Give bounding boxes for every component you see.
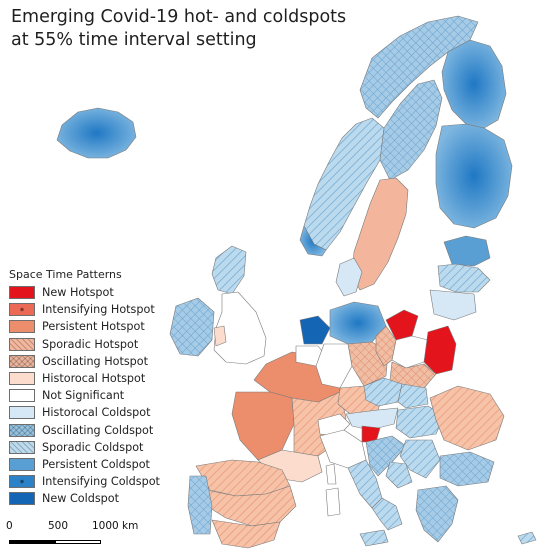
region-italy-north — [319, 429, 367, 469]
region-estonia — [443, 235, 491, 267]
legend-label: Oscillating Hotspot — [42, 354, 149, 368]
region-poland-north — [385, 309, 419, 341]
legend-swatch — [9, 389, 35, 403]
region-germany-west — [315, 343, 353, 389]
legend-item: Oscillating Coldspot — [7, 422, 157, 439]
map-title-line1: Emerging Covid-19 hot- and coldspots — [11, 7, 347, 27]
legend-label: Historocal Hotspot — [42, 372, 146, 386]
legend-swatch — [9, 286, 35, 300]
legend-swatch — [9, 372, 35, 386]
legend-label: Oscillating Coldspot — [42, 423, 154, 437]
legend-label: Persistent Coldspot — [42, 457, 150, 471]
region-italy-south — [371, 497, 403, 531]
scale-label-0: 0 — [6, 520, 13, 532]
legend-swatch — [9, 303, 35, 317]
region-england — [213, 291, 267, 365]
legend-swatch — [9, 457, 35, 471]
region-romania — [429, 385, 505, 451]
legend-swatch — [9, 492, 35, 506]
legend-label: Not Significant — [42, 389, 125, 403]
region-norway-north — [359, 15, 479, 119]
legend-item: Historocal Hotspot — [7, 370, 157, 387]
scale-segment-2 — [55, 540, 101, 544]
legend-swatch — [9, 354, 35, 368]
legend-item: Persistent Coldspot — [7, 456, 157, 473]
region-finland-north — [441, 39, 507, 129]
legend-swatch — [9, 320, 35, 334]
region-scotland — [211, 245, 247, 295]
region-sweden-north — [379, 79, 443, 181]
legend-item: New Coldspot — [7, 490, 157, 507]
region-sweden-south — [351, 177, 409, 291]
legend-label: Persistent Hotspot — [42, 320, 145, 334]
legend-label: Sporadic Hotspot — [42, 337, 139, 351]
region-spain-center — [205, 485, 297, 527]
region-bulgaria — [439, 451, 495, 487]
region-wales — [213, 325, 227, 347]
region-portugal — [187, 475, 213, 535]
legend-items: New Hotspot Intensifying Hotspot Persisten… — [7, 284, 160, 507]
region-greece — [415, 485, 459, 543]
legend-item: Not Significant — [7, 387, 157, 404]
scale-label-1000: 1000 km — [92, 520, 139, 532]
region-hungary — [395, 405, 445, 439]
legend-item: Intensifying Hotspot — [7, 301, 157, 318]
legend-swatch — [9, 423, 35, 437]
region-poland-center — [391, 335, 429, 369]
legend-swatch — [9, 475, 35, 489]
region-latvia — [437, 263, 491, 293]
region-sicily — [359, 529, 389, 547]
region-netherlands — [299, 315, 331, 345]
region-lithuania — [429, 289, 477, 321]
region-cyprus — [517, 531, 537, 545]
map-title: Emerging Covid-19 hot- and coldspots at … — [8, 6, 350, 52]
legend-label: New Hotspot — [42, 286, 114, 300]
region-sardinia — [325, 487, 341, 517]
region-bosnia — [385, 461, 413, 489]
legend-label: Sporadic Coldspot — [42, 440, 144, 454]
region-serbia — [399, 439, 441, 479]
legend-label: Intensifying Hotspot — [42, 303, 155, 317]
region-slovakia — [397, 383, 429, 409]
region-norway-west — [299, 225, 327, 257]
legend-swatch — [9, 337, 35, 351]
legend-item: Persistent Hotspot — [7, 318, 157, 335]
scale-bar: 0 500 1000 km — [6, 520, 146, 546]
legend-swatch — [9, 406, 35, 420]
map-title-line2: at 55% time interval setting — [11, 30, 257, 50]
region-finland-south — [435, 123, 513, 229]
legend-item: Sporadic Hotspot — [7, 336, 157, 353]
legend-label: Intensifying Coldspot — [42, 475, 160, 489]
region-norway-south — [303, 117, 385, 251]
scale-segment-1 — [9, 540, 55, 544]
scale-label-500: 500 — [48, 520, 69, 532]
legend-item: Historocal Coldspot — [7, 404, 157, 421]
legend-item: Intensifying Coldspot — [7, 473, 160, 490]
legend-item: Oscillating Hotspot — [7, 353, 157, 370]
region-iceland — [56, 107, 137, 159]
region-spain-south — [211, 519, 281, 549]
legend-item: New Hotspot — [7, 284, 157, 301]
region-denmark — [335, 257, 363, 297]
region-austria — [345, 407, 399, 431]
region-corsica — [325, 463, 337, 485]
legend: Space Time Patterns New Hotspot Intensify… — [4, 266, 160, 511]
legend-swatch — [9, 440, 35, 454]
region-ireland — [169, 297, 215, 357]
region-france-west — [231, 391, 295, 461]
legend-label: Historocal Coldspot — [42, 406, 151, 420]
region-poland-west — [375, 325, 397, 367]
legend-item: Sporadic Coldspot — [7, 439, 157, 456]
legend-label: New Coldspot — [42, 492, 119, 506]
legend-title: Space Time Patterns — [9, 268, 122, 281]
region-poland-east — [423, 325, 457, 375]
